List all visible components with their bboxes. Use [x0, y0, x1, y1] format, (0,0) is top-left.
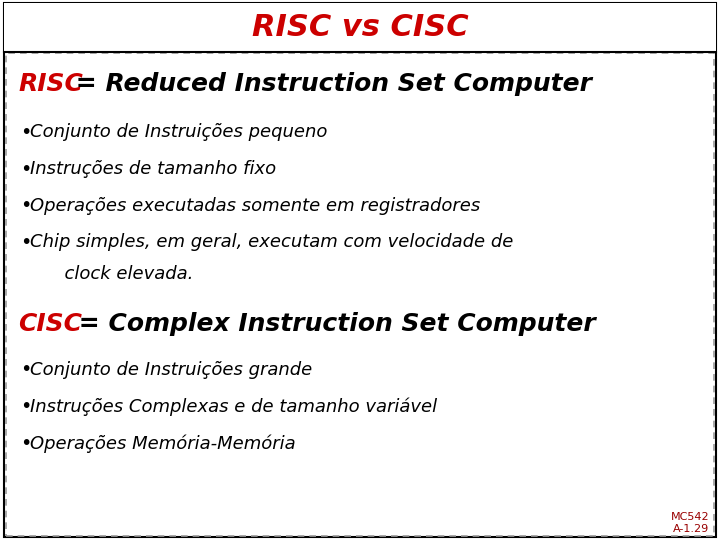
Text: •: •: [20, 233, 32, 252]
Text: Conjunto de Instruições grande: Conjunto de Instruições grande: [30, 361, 312, 379]
Text: CISC: CISC: [18, 312, 82, 336]
Text: Instruções de tamanho fixo: Instruções de tamanho fixo: [30, 160, 276, 178]
Text: RISC vs CISC: RISC vs CISC: [252, 13, 468, 42]
Text: MC542
A-1.29: MC542 A-1.29: [670, 512, 709, 534]
Text: •: •: [20, 159, 32, 179]
Text: •: •: [20, 123, 32, 142]
Text: •: •: [20, 196, 32, 215]
Bar: [6, 53, 714, 536]
Text: •: •: [20, 434, 32, 453]
Bar: [4, 3, 716, 52]
Text: •: •: [20, 397, 32, 416]
Text: Conjunto de Instruições pequeno: Conjunto de Instruições pequeno: [30, 123, 328, 141]
Text: •: •: [20, 360, 32, 380]
Text: = Complex Instruction Set Computer: = Complex Instruction Set Computer: [70, 312, 595, 336]
Text: RISC: RISC: [18, 72, 83, 96]
Text: Chip simples, em geral, executam com velocidade de: Chip simples, em geral, executam com vel…: [30, 233, 513, 252]
Text: clock elevada.: clock elevada.: [30, 265, 194, 283]
Text: Operações executadas somente em registradores: Operações executadas somente em registra…: [30, 197, 480, 215]
Text: = Reduced Instruction Set Computer: = Reduced Instruction Set Computer: [67, 72, 592, 96]
Text: Instruções Complexas e de tamanho variável: Instruções Complexas e de tamanho variáv…: [30, 397, 437, 416]
Text: Operações Memória-Memória: Operações Memória-Memória: [30, 434, 296, 453]
